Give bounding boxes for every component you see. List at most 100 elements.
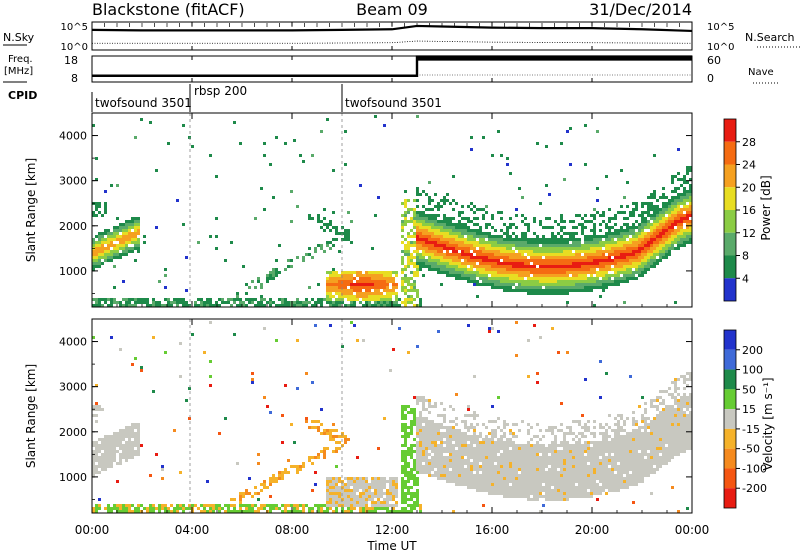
rti-cell (440, 241, 443, 244)
rti-cell (314, 247, 317, 250)
rti-cell (197, 507, 200, 510)
rti-cell (455, 226, 458, 229)
rti-cell (251, 372, 254, 375)
rti-cell (491, 271, 494, 274)
rti-cell (551, 283, 554, 286)
rti-cell (338, 295, 341, 298)
rti-cell (245, 510, 248, 513)
rti-cell (194, 301, 197, 304)
rti-cell (563, 438, 566, 441)
rti-cell (578, 441, 581, 444)
rti-cell (440, 441, 443, 444)
rti-cell (443, 408, 446, 411)
rti-cell (350, 289, 353, 292)
rti-cell (572, 232, 575, 235)
rti-cell (638, 241, 641, 244)
rti-cell (317, 301, 320, 304)
rti-cell (563, 489, 566, 492)
rti-cell (413, 504, 416, 507)
rti-cell (98, 253, 101, 256)
rti-cell (413, 256, 416, 259)
rti-cell (464, 259, 467, 262)
rti-cell (626, 217, 629, 220)
rti-cell (458, 441, 461, 444)
rti-cell (608, 247, 611, 250)
rti-cell (503, 441, 506, 444)
rti-cell (332, 268, 335, 271)
rti-cell (497, 426, 500, 429)
rti-cell (332, 489, 335, 492)
rti-cell (584, 495, 587, 498)
rti-cell (503, 283, 506, 286)
rti-cell (527, 223, 530, 226)
rti-cell (509, 250, 512, 253)
rti-cell (509, 471, 512, 474)
rti-cell (356, 489, 359, 492)
rti-cell (95, 256, 98, 259)
rti-cell (554, 247, 557, 250)
rti-cell (491, 286, 494, 289)
rti-cell (245, 489, 248, 492)
rti-cell (461, 444, 464, 447)
rti-cell (440, 226, 443, 229)
rti-cell (473, 459, 476, 462)
rti-cell (473, 211, 476, 214)
rti-cell (203, 301, 206, 304)
rti-cell (575, 265, 578, 268)
rti-cell (581, 280, 584, 283)
rti-cell (680, 193, 683, 196)
rti-cell (398, 298, 401, 301)
noise-panel: N.Sky 10^5 10^0 10^5 10^0 N.Search (3, 21, 800, 53)
rti-cell (425, 247, 428, 250)
rti-cell (329, 495, 332, 498)
rti-cell (251, 381, 254, 384)
rti-cell (335, 301, 338, 304)
rti-cell (422, 217, 425, 220)
rti-cell (137, 504, 140, 507)
rti-cell (482, 241, 485, 244)
rti-cell (662, 238, 665, 241)
rti-cell (395, 489, 398, 492)
rti-cell (569, 468, 572, 471)
rti-cell (452, 241, 455, 244)
rti-cell (416, 241, 419, 244)
rti-cell (689, 166, 692, 169)
rti-cell (446, 438, 449, 441)
rti-cell (404, 486, 407, 489)
rti-cell (389, 489, 392, 492)
rti-cell (269, 411, 272, 414)
rti-cell (539, 289, 542, 292)
rti-cell (122, 244, 125, 247)
rti-cell (203, 510, 206, 513)
rti-cell (560, 402, 563, 405)
rti-cell (578, 468, 581, 471)
rti-cell (404, 426, 407, 429)
rti-cell (431, 238, 434, 241)
rti-cell (410, 289, 413, 292)
rti-cell (428, 262, 431, 265)
rti-cell (110, 256, 113, 259)
rti-cell (404, 468, 407, 471)
rti-cell (458, 214, 461, 217)
rti-cell (674, 235, 677, 238)
rti-cell (500, 235, 503, 238)
rti-cell (536, 489, 539, 492)
rti-cell (416, 268, 419, 271)
rti-cell (95, 205, 98, 208)
rti-cell (497, 474, 500, 477)
rti-cell (326, 492, 329, 495)
rti-cell (176, 304, 179, 307)
rti-cell (407, 211, 410, 214)
rti-cell (257, 304, 260, 307)
rti-cell (509, 244, 512, 247)
rti-cell (128, 444, 131, 447)
rti-cell (371, 480, 374, 483)
rti-cell (512, 223, 515, 226)
rti-cell (476, 423, 479, 426)
rti-cell (557, 238, 560, 241)
rti-cell (392, 286, 395, 289)
rti-cell (350, 301, 353, 304)
rti-cell (473, 217, 476, 220)
rti-cell (461, 244, 464, 247)
rti-cell (455, 223, 458, 226)
